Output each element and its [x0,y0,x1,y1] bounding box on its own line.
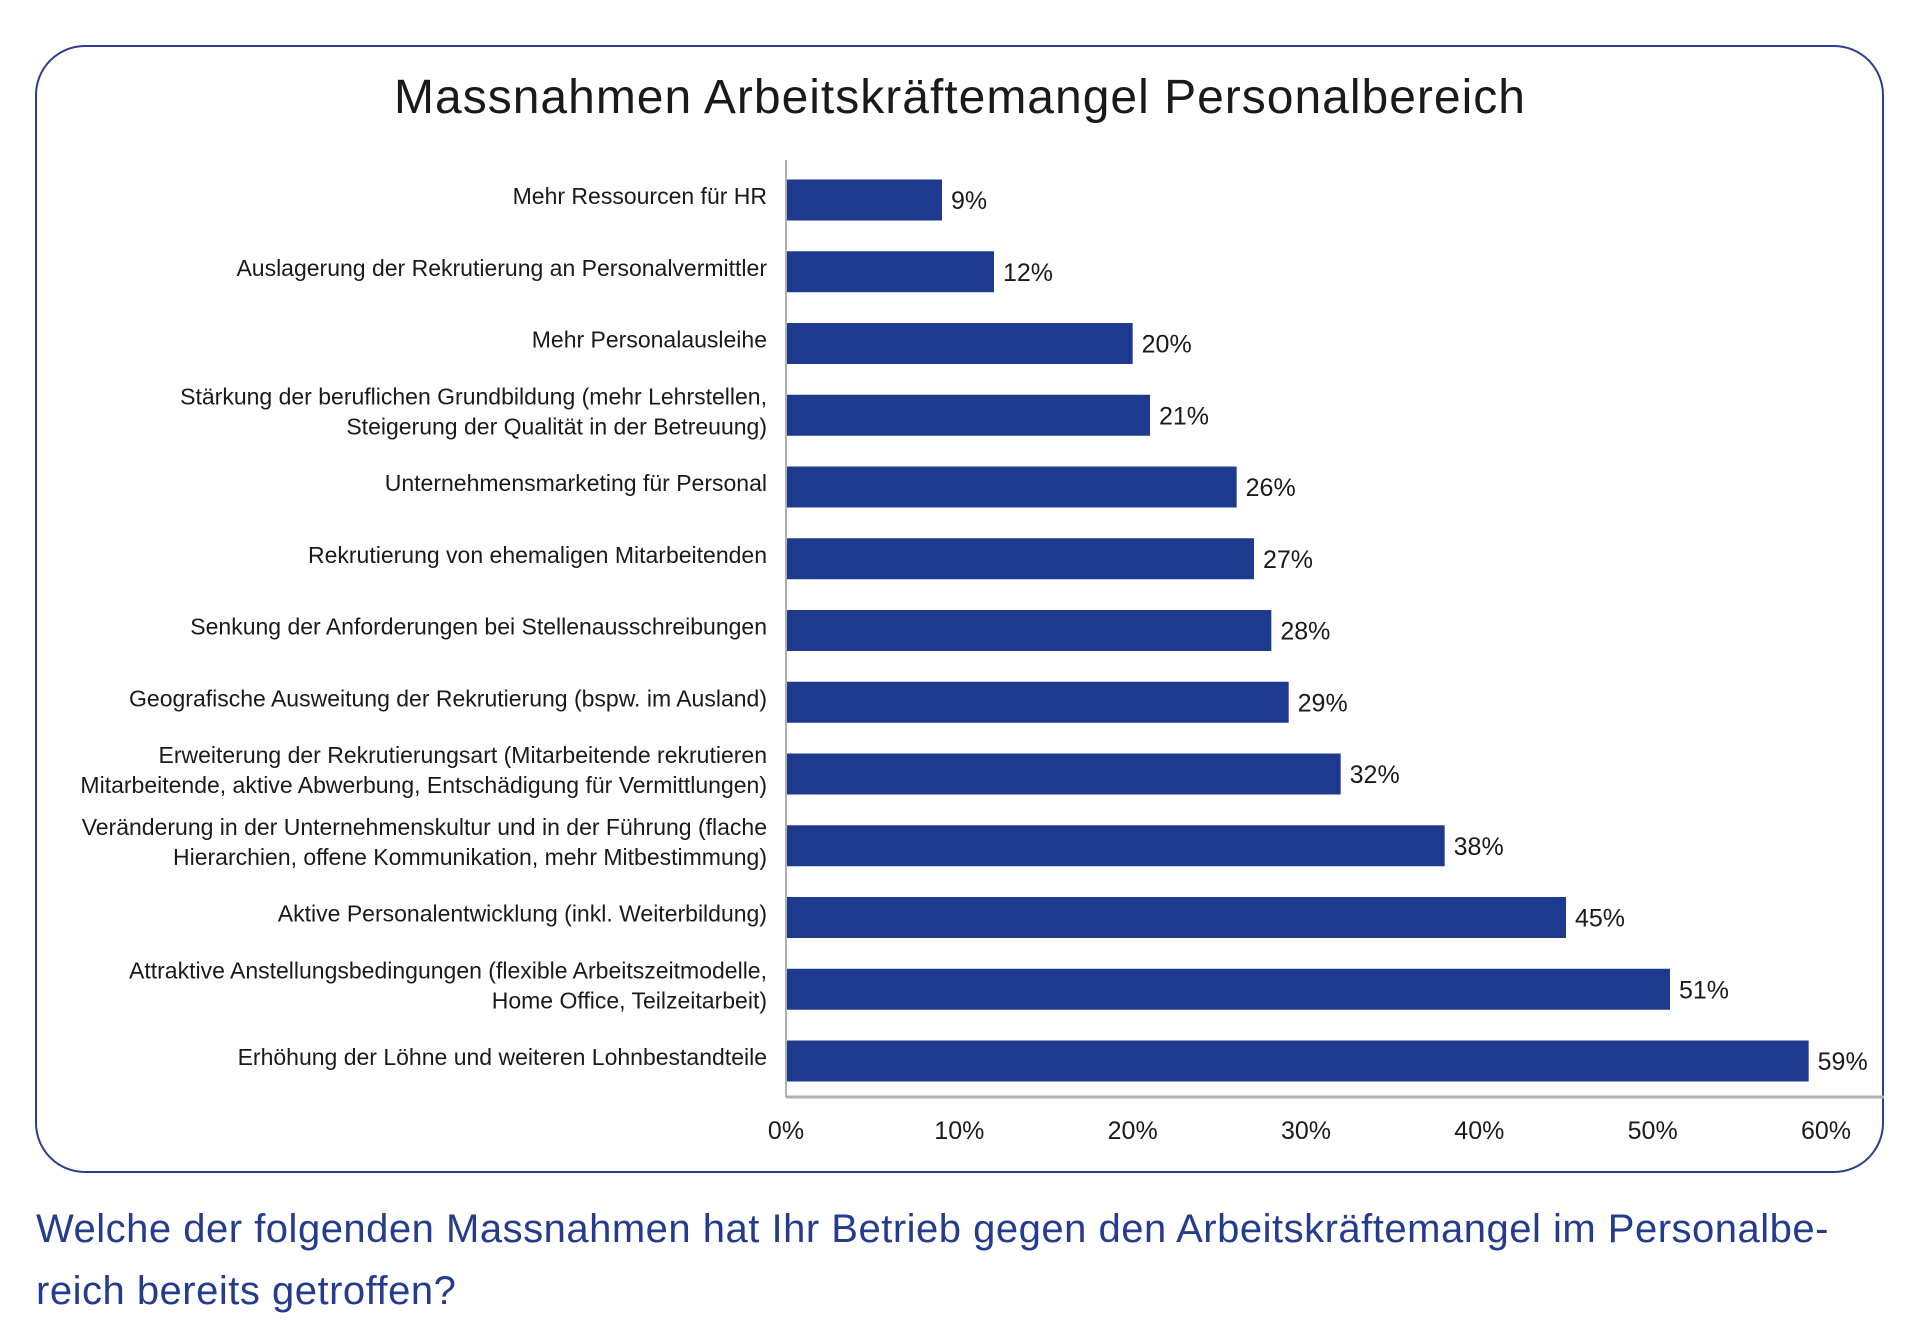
bar [786,968,1670,1010]
category-label: Auslagerung der Rekrutierung an Personal… [236,255,767,281]
bar [786,323,1133,364]
bar-value-label: 26% [1246,474,1296,502]
category-label: Geografische Ausweitung der Rekrutierung… [129,685,767,711]
bar-value-label: 38% [1454,833,1504,861]
x-tick-label: 30% [1281,1117,1331,1145]
bar [786,179,942,221]
category-label: Erhöhung der Löhne und weiteren Lohnbest… [238,1044,767,1070]
bar-value-label: 20% [1142,331,1192,359]
category-label: Mitarbeitende, aktive Abwerbung, Entschä… [80,772,767,798]
category-label: Mehr Personalausleihe [532,327,767,353]
category-label: Unternehmensmarketing für Personal [385,470,767,496]
category-label: Senkung der Anforderungen bei Stellenaus… [190,614,767,640]
category-label: Attraktive Anstellungsbedingungen (flexi… [129,957,767,983]
bar [786,466,1237,508]
x-tick-label: 20% [1108,1117,1158,1145]
bar [786,681,1289,723]
bar-value-label: 45% [1575,905,1625,933]
bar [786,1040,1809,1082]
bar-value-label: 59% [1818,1048,1868,1076]
bar [786,825,1445,867]
x-tick-label: 10% [934,1117,984,1145]
bar-value-label: 51% [1679,976,1729,1004]
category-label: Veränderung in der Unternehmenskultur un… [82,814,767,840]
chart-title: Massnahmen Arbeitskräftemangel Personalb… [394,71,1526,124]
category-label: Erweiterung der Rekrutierungsart (Mitarb… [158,742,767,768]
bar [786,897,1566,938]
chart-frame [35,45,1884,1173]
x-tick-label: 50% [1628,1117,1678,1145]
bar-value-label: 27% [1263,546,1313,574]
x-tick-label: 0% [768,1117,804,1145]
x-tick-label: 40% [1454,1117,1504,1145]
category-label: Aktive Personalentwicklung (inkl. Weiter… [278,901,767,927]
bar-value-label: 12% [1003,259,1053,287]
question-line-2: reich bereits getroffen? [36,1269,457,1313]
bar-value-label: 21% [1159,402,1209,430]
category-label: Mehr Ressourcen für HR [513,183,767,209]
bar-value-label: 29% [1298,689,1348,717]
bar-value-label: 32% [1350,761,1400,789]
bar [786,394,1150,436]
question-line-1: Welche der folgenden Massnahmen hat Ihr … [36,1207,1829,1251]
category-label: Home Office, Teilzeitarbeit) [492,987,767,1013]
category-label: Hierarchien, offene Kommunikation, mehr … [173,844,767,870]
bar-value-label: 28% [1280,618,1330,646]
bar-value-label: 9% [951,187,987,215]
survey-question: Welche der folgenden Massnahmen hat Ihr … [36,1198,1896,1322]
category-label: Rekrutierung von ehemaligen Mitarbeitend… [308,542,767,568]
category-label: Stärkung der beruflichen Grundbildung (m… [180,383,767,409]
bar [786,538,1254,580]
bar [786,251,994,293]
x-tick-label: 60% [1801,1117,1851,1145]
bar [786,610,1272,651]
bar [786,753,1341,795]
category-label: Steigerung der Qualität in der Betreuung… [346,413,767,439]
